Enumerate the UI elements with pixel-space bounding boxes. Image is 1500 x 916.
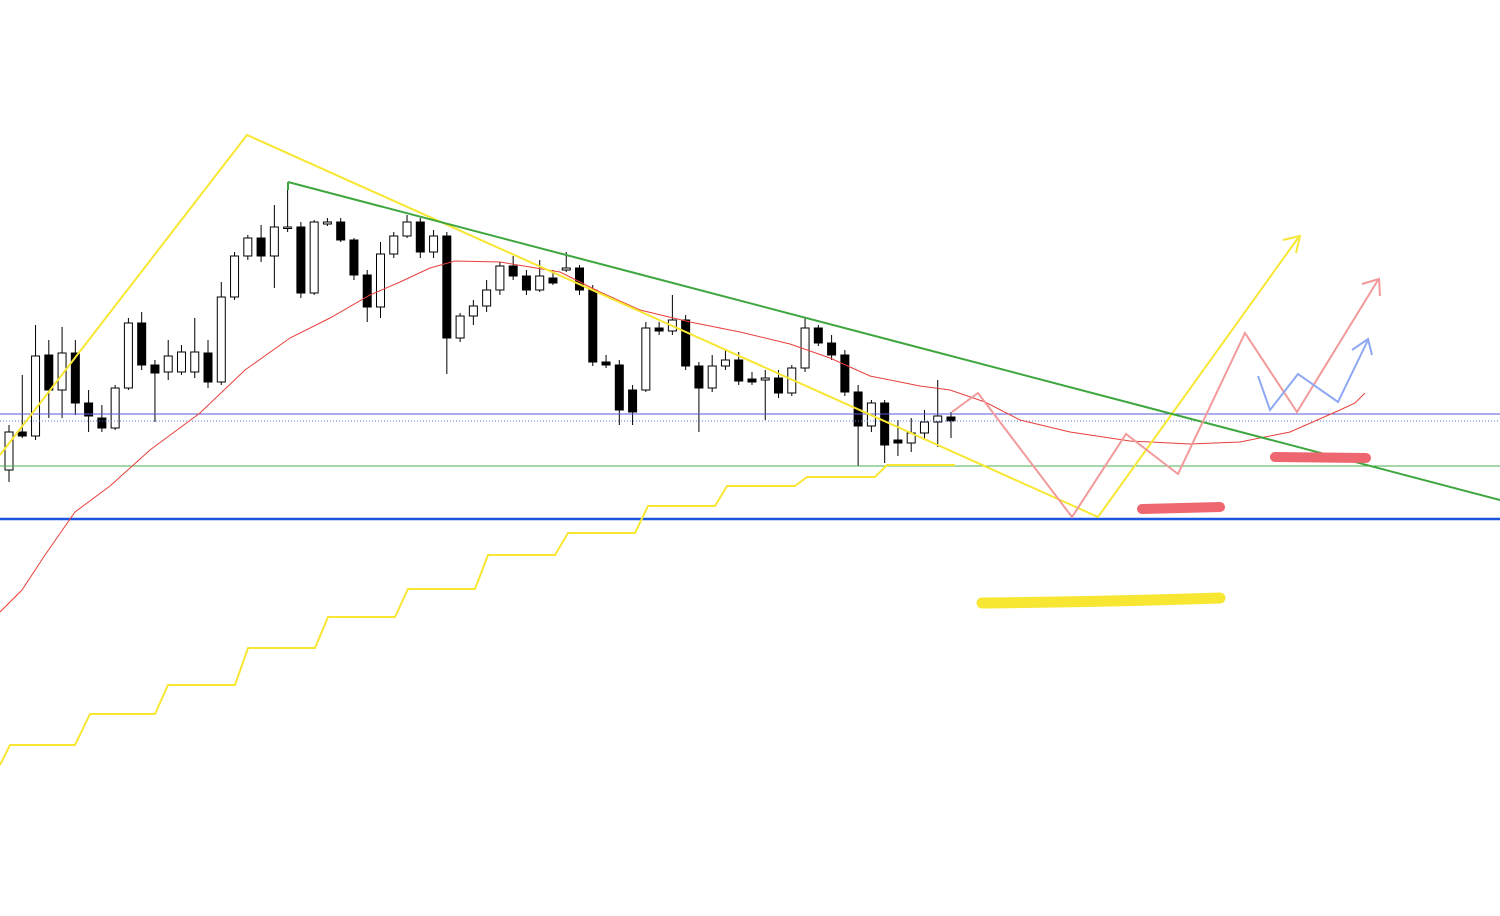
candle-body	[919, 421, 929, 434]
candle-body	[548, 277, 558, 284]
candle-body	[349, 239, 359, 276]
candle-body	[362, 274, 372, 308]
candle-body	[31, 355, 41, 437]
candle-body	[628, 389, 638, 413]
candle-body	[322, 221, 332, 225]
candle-body	[774, 377, 784, 394]
scenario-path	[951, 279, 1379, 519]
candle-body	[747, 378, 757, 383]
candle-body	[84, 402, 94, 417]
candle-body	[163, 355, 173, 373]
candle-body	[17, 431, 27, 437]
candle-body	[482, 289, 492, 307]
candle-body	[694, 365, 704, 389]
highlight-mark	[1137, 502, 1225, 514]
candle-body	[137, 322, 147, 366]
candle-body	[389, 235, 399, 255]
candle-body	[880, 402, 890, 446]
arrow-head	[1351, 337, 1373, 356]
candle-body	[760, 377, 770, 381]
candle-body	[601, 361, 611, 366]
highlight-mark	[1270, 452, 1371, 463]
candle-body	[933, 415, 943, 423]
moving-average	[0, 260, 1366, 613]
candle-body	[203, 352, 213, 383]
candle-body	[243, 237, 253, 257]
candle-body	[575, 267, 585, 291]
arrow-head	[1361, 277, 1381, 297]
candle-body	[70, 352, 80, 404]
candle-body	[44, 354, 54, 391]
candle-body	[57, 352, 67, 391]
candle-body	[827, 342, 837, 356]
candle-body	[283, 226, 293, 229]
candle-body	[123, 322, 133, 389]
candle-body	[97, 417, 107, 429]
candle-body	[256, 237, 266, 257]
candle-body	[508, 265, 518, 277]
candle-body	[734, 359, 744, 382]
candle-body	[813, 327, 823, 344]
candle-body	[468, 305, 478, 317]
candle-body	[588, 289, 598, 363]
candle-body	[4, 431, 14, 471]
candle-body	[654, 327, 664, 332]
candle-body	[521, 275, 531, 291]
candle-body	[296, 226, 306, 294]
candle-body	[415, 221, 425, 253]
projection-line	[0, 133, 1299, 519]
trend-line	[287, 181, 1500, 501]
candle-body	[946, 416, 956, 422]
candle-body	[375, 253, 385, 308]
candle-body	[641, 327, 651, 391]
arrow-head	[1282, 234, 1302, 254]
candle-body	[230, 255, 240, 298]
candle-body	[150, 364, 160, 374]
highlight-mark	[976, 592, 1226, 609]
candle-body	[336, 221, 346, 241]
candle-body	[707, 365, 717, 389]
candle-body	[840, 354, 850, 393]
candle-body	[309, 221, 319, 294]
candle-body	[216, 296, 226, 383]
candle-body	[190, 351, 200, 373]
step-line	[0, 464, 955, 766]
candle-body	[402, 221, 412, 237]
candle-body	[442, 235, 452, 339]
candle-body	[455, 315, 465, 339]
candle-body	[429, 235, 439, 253]
candle-body	[110, 387, 120, 429]
candle-body	[893, 439, 903, 444]
annotations	[0, 133, 1500, 766]
candle-body	[535, 275, 545, 291]
candle-body	[720, 359, 730, 367]
candle-body	[681, 319, 691, 367]
candle-body	[561, 267, 571, 271]
candle-body	[176, 351, 186, 373]
scenario-path-alt	[1257, 339, 1369, 413]
candle-body	[614, 364, 624, 411]
candle-body	[495, 265, 505, 291]
candle-body	[269, 226, 279, 257]
